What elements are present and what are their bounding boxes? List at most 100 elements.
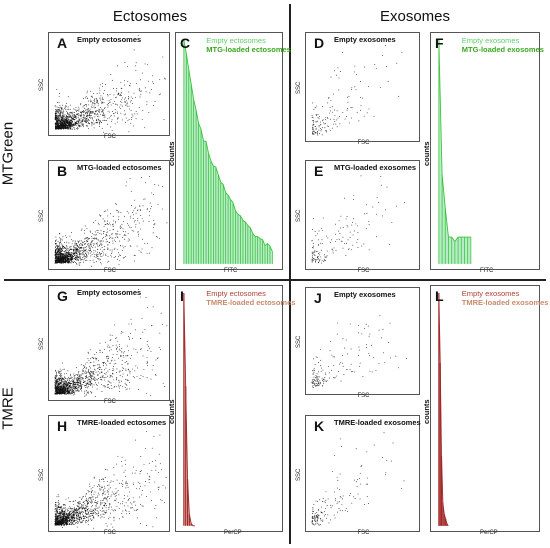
column-title-exosomes: Exosomes bbox=[379, 8, 451, 25]
scatter-point bbox=[131, 230, 133, 232]
scatter-point bbox=[114, 385, 116, 387]
scatter-point bbox=[69, 505, 71, 507]
panel-title: MTG-loaded ectosomes bbox=[77, 163, 162, 172]
scatter-point bbox=[148, 479, 150, 481]
scatter-point bbox=[117, 94, 119, 96]
scatter-point bbox=[58, 372, 60, 374]
scatter-point bbox=[54, 379, 56, 381]
scatter-point bbox=[64, 108, 66, 110]
scatter-point bbox=[68, 384, 70, 386]
scatter-point bbox=[164, 78, 166, 80]
scatter-point bbox=[70, 121, 72, 123]
scatter-point bbox=[84, 255, 85, 257]
scatter-point bbox=[96, 486, 98, 488]
scatter-point bbox=[154, 101, 156, 102]
scatter-point bbox=[76, 110, 78, 112]
scatter-point bbox=[141, 318, 143, 319]
scatter-point bbox=[88, 371, 90, 372]
scatter-point bbox=[68, 250, 70, 252]
scatter-point bbox=[107, 375, 109, 377]
scatter-point bbox=[92, 237, 94, 239]
scatter-point bbox=[107, 360, 109, 362]
scatter-point bbox=[126, 105, 128, 107]
scatter-point bbox=[63, 392, 65, 394]
scatter-point bbox=[66, 260, 68, 262]
scatter-point bbox=[60, 247, 62, 249]
scatter-point bbox=[77, 501, 78, 503]
scatter-point bbox=[117, 117, 119, 118]
scatter-point bbox=[107, 209, 109, 211]
scatter-point bbox=[77, 114, 79, 115]
scatter-point bbox=[98, 259, 100, 261]
scatter-point bbox=[83, 116, 85, 118]
scatter-point bbox=[73, 383, 75, 385]
scatter-point bbox=[361, 245, 363, 247]
scatter-point bbox=[125, 369, 127, 371]
scatter-point bbox=[72, 394, 74, 396]
scatter-point bbox=[105, 210, 107, 212]
scatter-point bbox=[143, 220, 145, 222]
scatter-point bbox=[66, 102, 68, 104]
scatter-point bbox=[57, 252, 59, 254]
scatter-point bbox=[75, 122, 77, 124]
scatter-point bbox=[135, 365, 137, 367]
scatter-point bbox=[90, 358, 92, 360]
scatter-point bbox=[86, 109, 88, 111]
scatter-point bbox=[133, 254, 135, 256]
scatter-point bbox=[106, 103, 108, 105]
scatter-point bbox=[108, 100, 110, 102]
scatter-point bbox=[67, 384, 69, 386]
scatter-point bbox=[74, 388, 76, 390]
scatter-point bbox=[108, 260, 110, 262]
scatter-point bbox=[332, 252, 334, 254]
scatter-point bbox=[83, 370, 85, 372]
scatter-point bbox=[313, 131, 315, 133]
scatter-point bbox=[313, 218, 315, 219]
scatter-point bbox=[109, 516, 111, 518]
scatter-point bbox=[88, 253, 90, 255]
scatter-point bbox=[137, 220, 139, 222]
scatter-point bbox=[111, 256, 113, 258]
scatter-point bbox=[95, 358, 97, 360]
scatter-point bbox=[82, 370, 83, 372]
scatter-point bbox=[79, 120, 81, 122]
scatter-point bbox=[54, 239, 56, 241]
plot-area-a bbox=[54, 34, 166, 133]
scatter-point bbox=[116, 354, 118, 356]
scatter-point bbox=[313, 109, 315, 110]
panel-title: MTG-loaded exosomes bbox=[334, 163, 417, 172]
scatter-point bbox=[60, 239, 62, 241]
scatter-point bbox=[338, 89, 340, 91]
scatter-point bbox=[137, 34, 139, 36]
scatter-point bbox=[317, 130, 318, 132]
scatter-point bbox=[125, 117, 127, 119]
scatter-point bbox=[72, 248, 74, 250]
scatter-point bbox=[80, 104, 81, 106]
scatter-point bbox=[89, 381, 91, 383]
scatter-point bbox=[318, 262, 319, 264]
scatter-point bbox=[119, 346, 121, 347]
scatter-point bbox=[65, 253, 67, 255]
scatter-point bbox=[89, 116, 91, 118]
scatter-point bbox=[100, 486, 102, 488]
axis-label-x: FSC bbox=[357, 140, 370, 146]
scatter-point bbox=[334, 223, 336, 225]
scatter-point bbox=[62, 389, 64, 391]
scatter-point bbox=[117, 118, 118, 120]
scatter-point bbox=[107, 117, 109, 119]
scatter-point bbox=[70, 513, 72, 515]
scatter-point bbox=[77, 255, 79, 257]
scatter-point bbox=[68, 256, 70, 258]
scatter-point bbox=[115, 338, 117, 340]
scatter-point bbox=[104, 248, 106, 250]
scatter-point bbox=[76, 127, 78, 128]
scatter-point bbox=[74, 382, 76, 384]
scatter-point bbox=[118, 518, 120, 520]
scatter-point bbox=[63, 384, 65, 386]
scatter-point bbox=[311, 261, 313, 263]
scatter-point bbox=[81, 121, 83, 123]
scatter-point bbox=[56, 245, 58, 247]
scatter-point bbox=[71, 389, 73, 391]
scatter-point bbox=[67, 249, 69, 251]
scatter-point bbox=[317, 257, 319, 259]
